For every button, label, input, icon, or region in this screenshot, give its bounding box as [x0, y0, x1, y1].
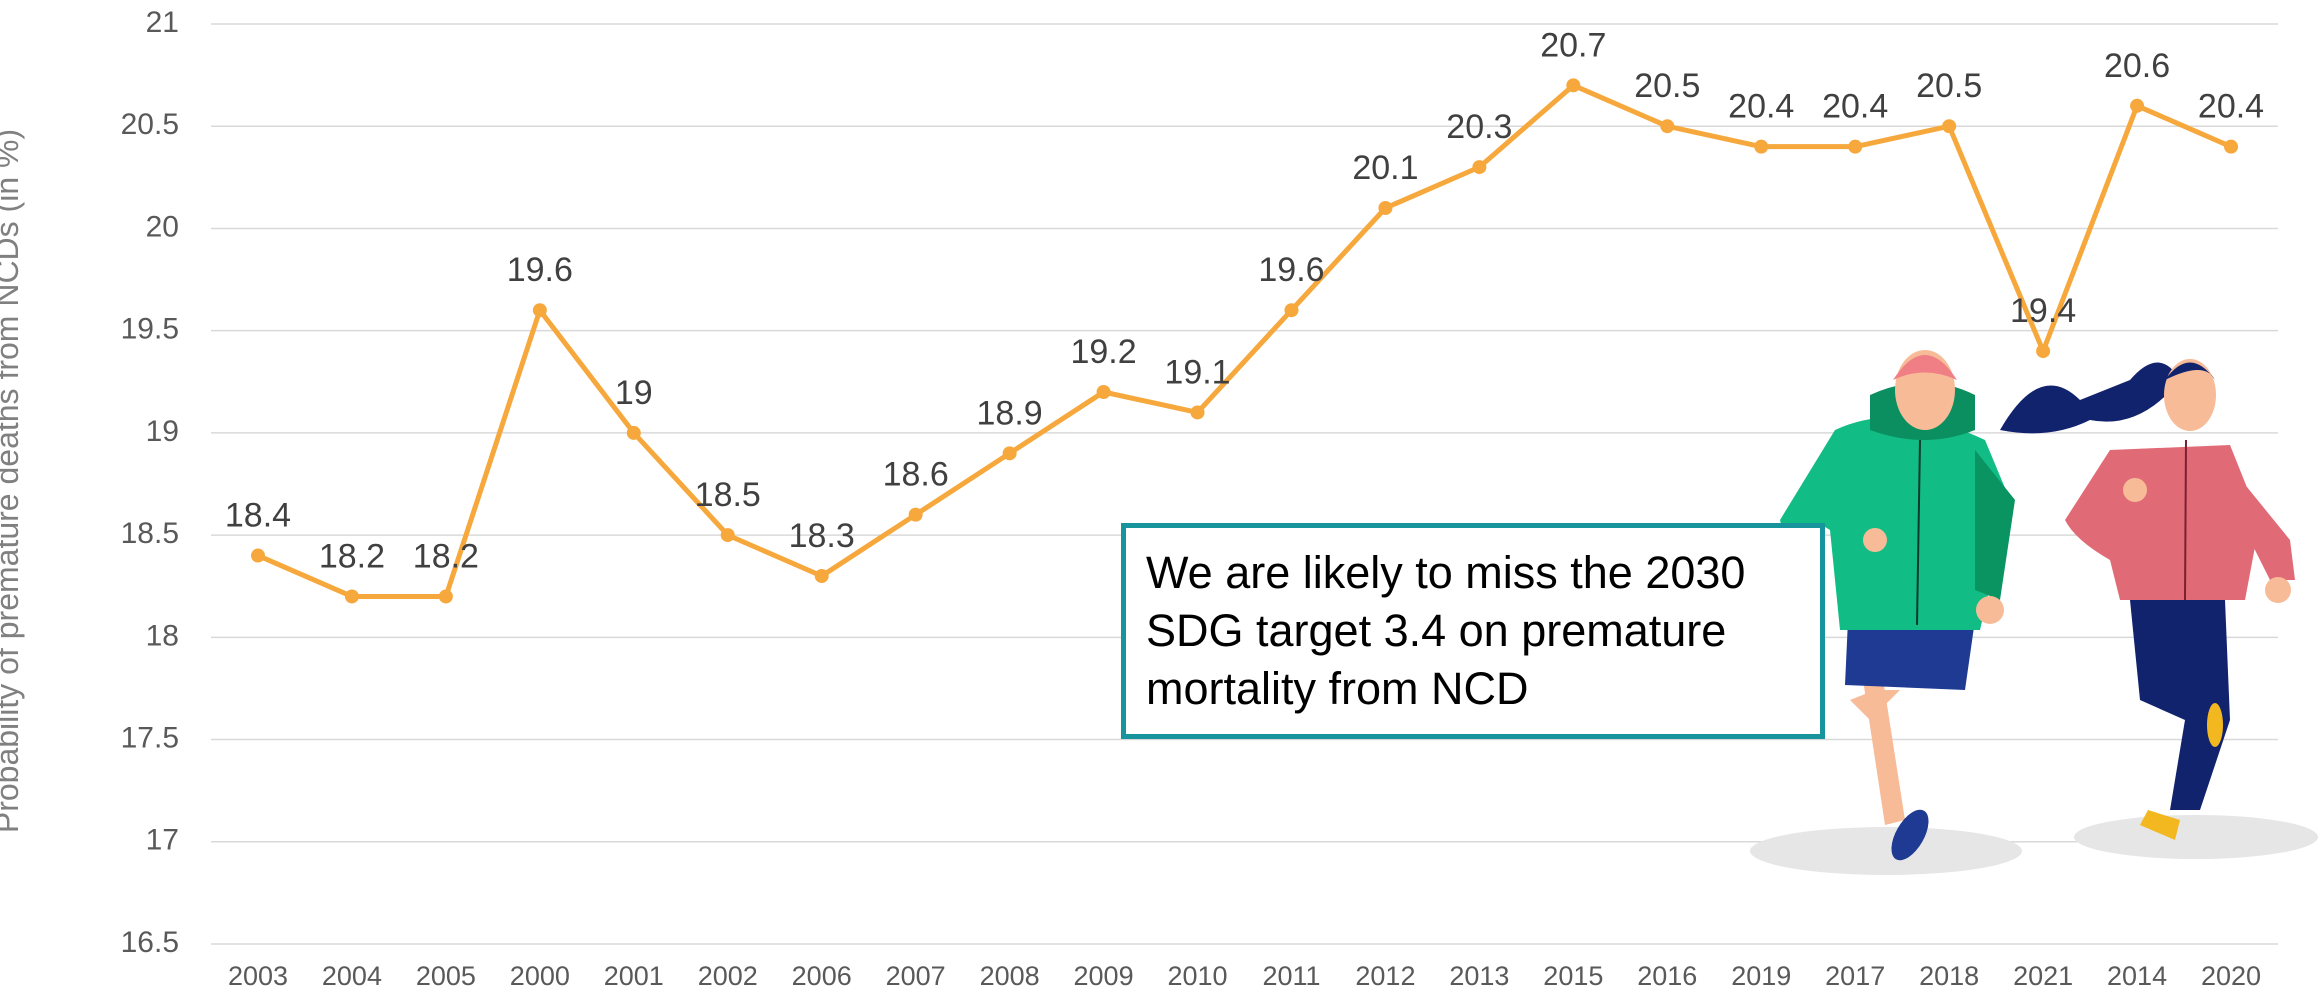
x-tick-label: 2001 [604, 961, 664, 989]
x-tick-label: 2013 [1449, 961, 1509, 989]
point [344, 589, 359, 604]
point [1096, 385, 1111, 399]
point [1190, 405, 1205, 420]
data-label: 19.2 [1070, 333, 1136, 371]
data-label: 20.7 [1540, 26, 1606, 64]
annotation-box: We are likely to miss the 2030 SDG targe… [1121, 523, 1825, 739]
x-tick-label: 2021 [2013, 961, 2073, 989]
point [1848, 139, 1863, 154]
data-label: 20.1 [1352, 149, 1418, 187]
x-tick-label: 2018 [1919, 961, 1979, 989]
x-tick-label: 2015 [1543, 961, 1603, 989]
shadow [1750, 827, 2022, 875]
point [1284, 303, 1299, 318]
data-label: 19.4 [2010, 292, 2076, 330]
x-tick-label: 2016 [1637, 961, 1697, 989]
data-label: 19.6 [1258, 251, 1324, 289]
data-label: 18.4 [225, 497, 291, 535]
x-tick-label: 2014 [2107, 961, 2167, 989]
point [908, 507, 923, 522]
runner-right [2000, 359, 2295, 840]
x-tick-label: 2004 [322, 961, 382, 989]
point [250, 548, 265, 563]
y-tick-label: 19.5 [121, 313, 179, 346]
data-label: 18.3 [789, 517, 855, 555]
shadow [2074, 815, 2318, 859]
data-label: 19 [615, 374, 653, 412]
data-label: 20.5 [1916, 67, 1982, 105]
point [1472, 160, 1487, 175]
point [1378, 201, 1393, 215]
x-tick-label: 2019 [1731, 961, 1791, 989]
point [626, 425, 641, 440]
data-label: 18.6 [883, 456, 949, 494]
data-label: 20.5 [1634, 67, 1700, 105]
point [720, 528, 735, 543]
x-tick-label: 2006 [792, 961, 852, 989]
data-label: 19.6 [507, 251, 573, 289]
x-tick-label: 2011 [1262, 961, 1320, 989]
point [1942, 119, 1957, 134]
data-label: 20.3 [1446, 108, 1512, 146]
y-tick-label: 20.5 [121, 108, 179, 141]
x-tick-label: 2010 [1167, 961, 1227, 989]
data-label: 20.4 [1822, 88, 1888, 126]
data-label: 20.6 [2104, 47, 2170, 85]
x-tick-label: 2012 [1355, 961, 1415, 989]
y-tick-label: 19 [146, 415, 179, 448]
runner-left [1780, 350, 2015, 861]
point [1660, 119, 1675, 134]
y-tick-label: 18.5 [121, 517, 179, 550]
x-tick-label: 2007 [886, 961, 946, 989]
y-tick-label: 21 [146, 6, 179, 39]
data-label: 18.2 [413, 537, 479, 575]
x-tick-label: 2003 [228, 961, 288, 989]
x-tick-label: 2002 [698, 961, 758, 989]
y-tick-label: 18 [146, 619, 179, 652]
data-label: 18.9 [977, 394, 1043, 432]
y-tick-label: 20 [146, 210, 179, 243]
data-label: 19.1 [1164, 353, 1230, 391]
x-tick-label: 2017 [1825, 961, 1885, 989]
point [2036, 344, 2051, 359]
y-tick-label: 17.5 [121, 721, 179, 754]
point [1566, 78, 1581, 93]
data-label: 18.5 [695, 476, 761, 514]
line [256, 82, 2233, 599]
x-tick-label: 2009 [1074, 961, 1134, 989]
x-tick-label: 2020 [2201, 961, 2261, 989]
x-tick-label: 2000 [510, 961, 570, 989]
point [2224, 139, 2239, 154]
x-tick-label: 2008 [980, 961, 1040, 989]
point [438, 589, 453, 604]
y-tick-label: 16.5 [121, 926, 179, 959]
data-label: 20.4 [2198, 88, 2264, 126]
point [1754, 139, 1769, 154]
point [814, 569, 829, 583]
y-tick-label: 17 [146, 824, 179, 857]
point [1002, 446, 1017, 461]
data-label: 20.4 [1728, 88, 1794, 126]
x-tick-label: 2005 [416, 961, 476, 989]
point [532, 303, 547, 318]
point [2130, 98, 2145, 113]
plot: 16.5 17 17.5 18 18.5 19 19.5 20 20.5 21 2003 2004 20… [121, 6, 2278, 989]
data-label: 18.2 [319, 537, 385, 575]
